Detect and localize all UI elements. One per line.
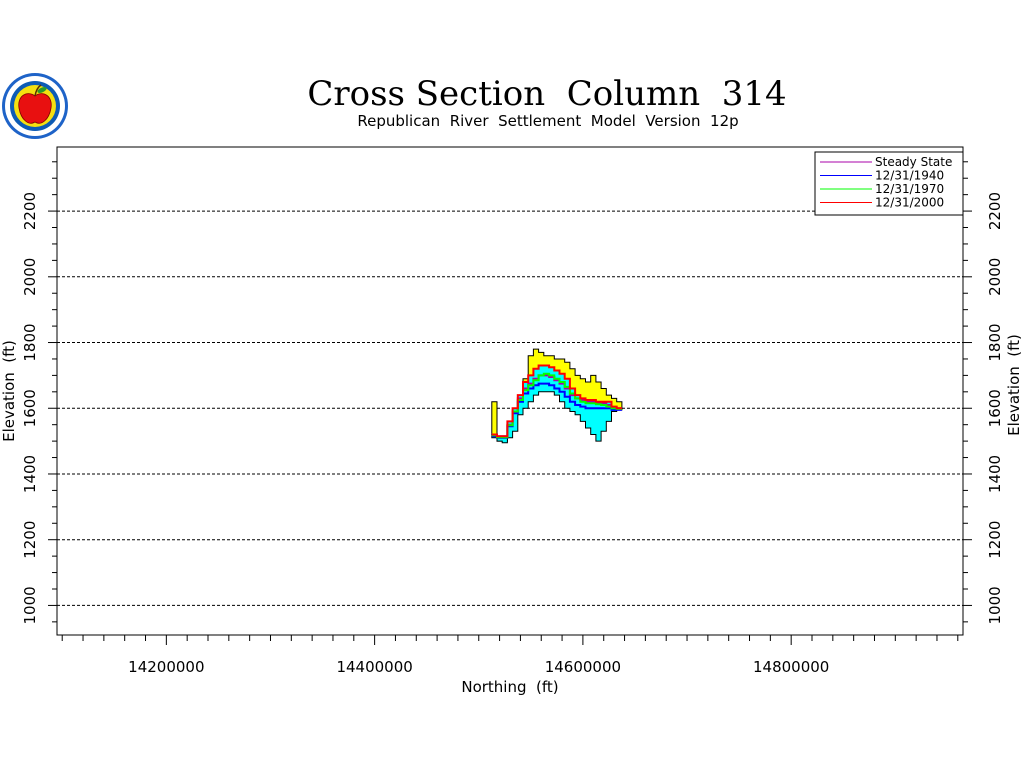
y-axis-label-left: Elevation (ft) (0, 340, 18, 442)
y-tick-label: 2000 (21, 258, 39, 296)
series-line-2 (491, 372, 622, 439)
y-axis-label-right: Elevation (ft) (1005, 334, 1023, 436)
y-tick-label: 2200 (986, 192, 1004, 230)
series-lines (491, 364, 622, 439)
y-tick-label: 2200 (21, 192, 39, 230)
y-tick-label: 1200 (21, 521, 39, 559)
x-axis-label: Northing (ft) (461, 678, 558, 696)
y-tick-label: 2000 (986, 258, 1004, 296)
series-line-3 (491, 364, 622, 438)
y-tick-label: 1600 (21, 389, 39, 427)
x-tick-labels: 14200000 14400000 14600000 14800000 (128, 658, 829, 676)
y-tick-label: 1000 (986, 586, 1004, 624)
y-tick-label: 1400 (986, 455, 1004, 493)
grid-lines (57, 210, 963, 606)
y-tick-labels-right: 1000 1200 1400 1600 1800 2000 2200 (986, 192, 1004, 625)
legend-label: Steady State (875, 155, 952, 169)
y-tick-label: 1800 (21, 323, 39, 361)
y-tick-label: 1600 (986, 389, 1004, 427)
plot-frame (56, 146, 964, 636)
legend-label: 12/31/1940 (875, 169, 944, 183)
x-tick-label: 14600000 (545, 658, 621, 676)
legend: Steady State12/31/194012/31/197012/31/20… (814, 151, 964, 216)
y-tick-label: 1400 (21, 455, 39, 493)
aquifer-fills (491, 348, 623, 444)
x-tick-label: 14400000 (336, 658, 412, 676)
legend-label: 12/31/1970 (875, 182, 944, 196)
chart-title: Cross Section Column 314 (307, 74, 786, 114)
x-tick-label: 14200000 (128, 658, 204, 676)
x-tick-label: 14800000 (753, 658, 829, 676)
chart-subtitle: Republican River Settlement Model Versio… (357, 112, 738, 130)
y-tick-labels-left: 1000 1200 1400 1600 1800 2000 2200 (21, 192, 39, 625)
y-tick-label: 1800 (986, 323, 1004, 361)
y-tick-label: 1000 (21, 586, 39, 624)
seal-logo (2, 73, 68, 139)
axis-ticks (48, 161, 972, 645)
legend-label: 12/31/2000 (875, 196, 944, 210)
y-tick-label: 1200 (986, 521, 1004, 559)
